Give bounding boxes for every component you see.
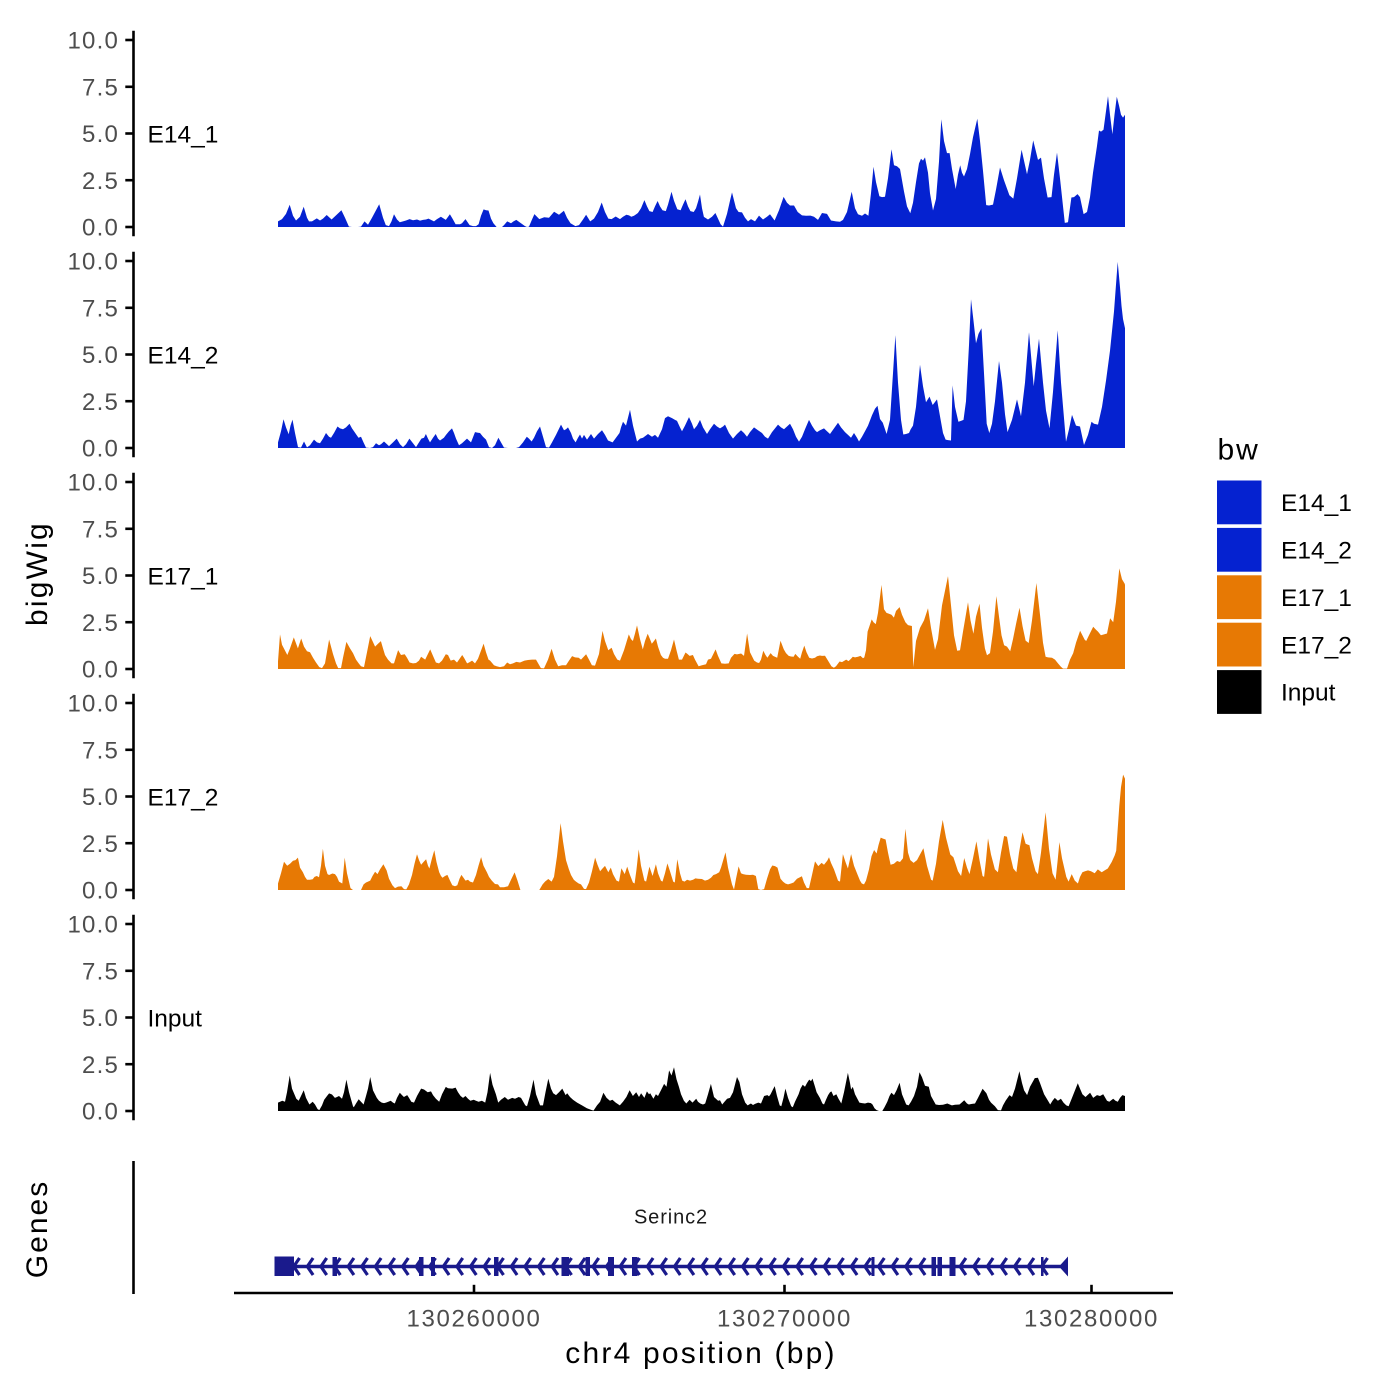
svg-text:5.0: 5.0 xyxy=(82,563,119,590)
svg-text:0.0: 0.0 xyxy=(82,436,119,463)
svg-text:10.0: 10.0 xyxy=(67,470,119,497)
svg-text:10.0: 10.0 xyxy=(67,912,119,939)
svg-text:Genes: Genes xyxy=(21,1180,54,1278)
svg-text:Input: Input xyxy=(1281,680,1336,707)
svg-text:5.0: 5.0 xyxy=(82,342,119,369)
svg-text:5.0: 5.0 xyxy=(82,121,119,148)
svg-text:7.5: 7.5 xyxy=(82,958,119,985)
svg-text:2.5: 2.5 xyxy=(82,610,119,637)
svg-text:7.5: 7.5 xyxy=(82,74,119,101)
svg-text:130260000: 130260000 xyxy=(407,1306,542,1333)
svg-text:10.0: 10.0 xyxy=(67,691,119,718)
svg-text:5.0: 5.0 xyxy=(82,1005,119,1032)
svg-text:2.5: 2.5 xyxy=(82,831,119,858)
svg-text:bigWig: bigWig xyxy=(21,521,54,626)
svg-text:Serinc2: Serinc2 xyxy=(634,1207,708,1229)
svg-text:5.0: 5.0 xyxy=(82,784,119,811)
svg-text:E14_1: E14_1 xyxy=(148,122,219,149)
svg-text:E17_1: E17_1 xyxy=(148,564,219,591)
svg-text:E17_1: E17_1 xyxy=(1281,585,1352,612)
svg-text:E14_2: E14_2 xyxy=(148,343,219,370)
svg-text:10.0: 10.0 xyxy=(67,249,119,276)
svg-text:Input: Input xyxy=(148,1006,203,1033)
svg-text:E14_1: E14_1 xyxy=(1281,490,1352,517)
svg-text:0.0: 0.0 xyxy=(82,878,119,905)
svg-text:E17_2: E17_2 xyxy=(148,785,219,812)
svg-text:130270000: 130270000 xyxy=(717,1306,852,1333)
svg-text:130280000: 130280000 xyxy=(1024,1306,1159,1333)
svg-text:E14_2: E14_2 xyxy=(1281,538,1352,565)
svg-text:chr4 position (bp): chr4 position (bp) xyxy=(565,1337,836,1370)
svg-text:7.5: 7.5 xyxy=(82,295,119,322)
svg-text:2.5: 2.5 xyxy=(82,1052,119,1079)
svg-text:0.0: 0.0 xyxy=(82,1099,119,1126)
svg-text:0.0: 0.0 xyxy=(82,215,119,242)
svg-text:2.5: 2.5 xyxy=(82,168,119,195)
svg-text:7.5: 7.5 xyxy=(82,737,119,764)
svg-text:E17_2: E17_2 xyxy=(1281,632,1352,659)
svg-text:bw: bw xyxy=(1218,434,1260,467)
svg-text:0.0: 0.0 xyxy=(82,657,119,684)
svg-text:2.5: 2.5 xyxy=(82,389,119,416)
svg-text:10.0: 10.0 xyxy=(67,28,119,55)
svg-text:7.5: 7.5 xyxy=(82,516,119,543)
